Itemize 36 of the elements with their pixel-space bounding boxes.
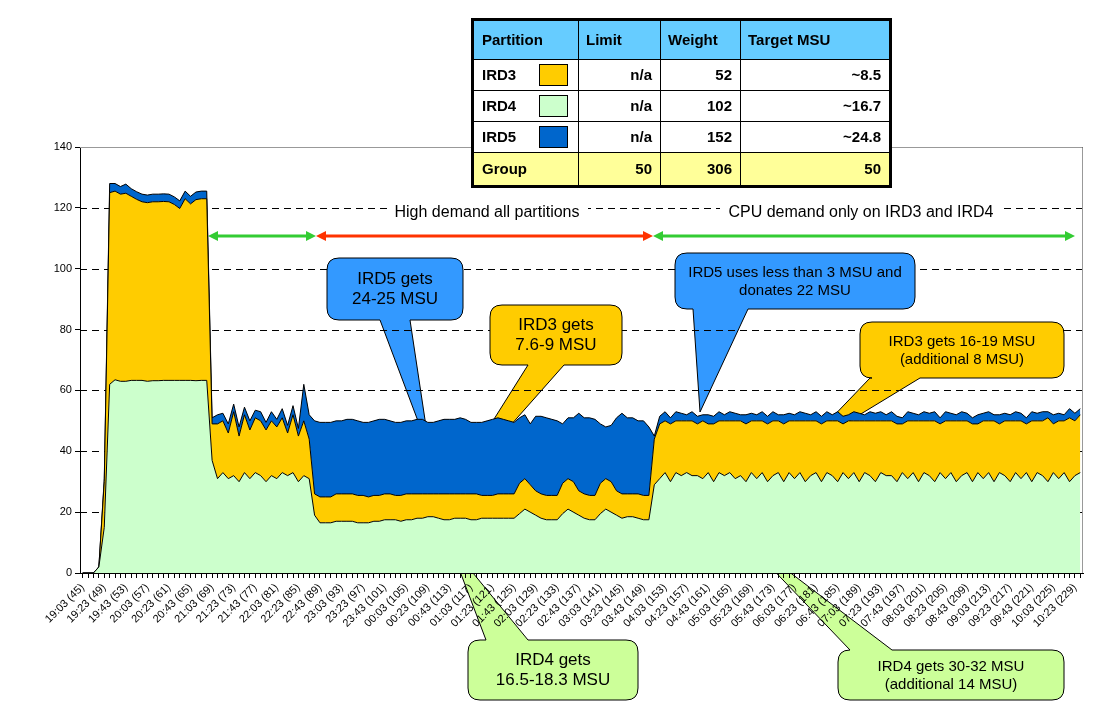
- text: ~8.5: [851, 66, 881, 83]
- text: IRD4 gets 30-32 MSU (additional 14 MSU): [877, 657, 1025, 692]
- category-label: Weight: [668, 30, 718, 50]
- category-label: Group: [482, 160, 527, 177]
- annotation: IRD5 gets 24-25 MSU: [352, 268, 438, 308]
- text: IRD4 gets 16.5-18.3 MSU: [495, 649, 611, 689]
- text: 306: [706, 160, 732, 177]
- y-tick-label: 60: [59, 383, 72, 396]
- text: 50: [635, 160, 652, 177]
- text: 52: [715, 66, 732, 83]
- text: ~24.8: [843, 128, 881, 145]
- y-tick-label: 80: [59, 322, 72, 335]
- legend-label: IRD4: [482, 97, 517, 114]
- text: 50: [864, 160, 881, 177]
- text: IRD3 gets 16-19 MSU (additional 8 MSU): [888, 332, 1036, 367]
- text: IRD5 uses less than 3 MSU and donates 22 MSU: [688, 263, 902, 298]
- y-tick-label: 20: [59, 505, 72, 518]
- annotation: High demand all partitions: [386, 203, 588, 220]
- y-tick-label: 120: [53, 200, 72, 213]
- legend-label: IRD3: [482, 66, 517, 83]
- y-tick-label: 0: [65, 566, 72, 579]
- legend-label: IRD5: [482, 128, 517, 145]
- text: n/a: [630, 128, 652, 145]
- text: 102: [706, 97, 732, 114]
- annotation: IRD3 gets 7.6-9 MSU: [515, 314, 597, 354]
- text: ~16.7: [843, 97, 881, 114]
- category-label: Target MSU: [748, 30, 831, 50]
- text: n/a: [630, 97, 652, 114]
- text: n/a: [630, 66, 652, 83]
- annotation: CPU demand only on IRD3 and IRD4: [720, 203, 1002, 220]
- text: 152: [706, 128, 732, 145]
- category-label: Limit: [586, 30, 622, 50]
- y-tick-label: 100: [53, 261, 72, 274]
- y-tick-label: 40: [59, 444, 72, 457]
- y-tick-label: 140: [53, 140, 72, 153]
- legend-title: Partition: [482, 30, 543, 50]
